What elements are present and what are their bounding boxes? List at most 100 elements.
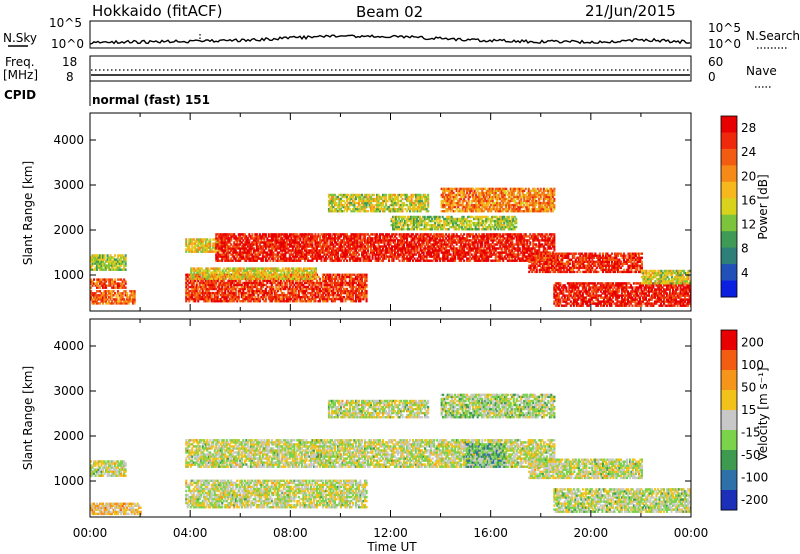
data-cell	[203, 285, 206, 289]
data-cell	[443, 241, 446, 244]
data-cell	[442, 233, 445, 236]
data-cell	[200, 285, 203, 289]
data-cell	[364, 293, 367, 297]
data-cell	[434, 253, 437, 256]
data-cell	[133, 290, 136, 293]
data-cell	[236, 243, 239, 246]
data-cell	[248, 233, 251, 236]
data-cell	[409, 235, 412, 238]
data-cell	[342, 249, 345, 252]
data-cell	[253, 271, 256, 274]
data-cell	[100, 258, 103, 261]
data-cell	[330, 251, 333, 254]
data-cell	[185, 285, 188, 289]
data-cell	[222, 281, 225, 285]
data-cell	[239, 287, 242, 291]
data-cell	[481, 237, 484, 240]
data-cell	[479, 235, 482, 238]
data-cell	[272, 259, 275, 262]
data-cell	[422, 237, 425, 240]
data-cell	[308, 249, 311, 252]
data-cell	[219, 259, 222, 262]
data-cell	[304, 277, 307, 280]
data-cell	[248, 257, 251, 260]
data-cell	[224, 281, 227, 285]
data-cell	[460, 243, 463, 246]
data-cell	[403, 237, 406, 240]
data-cell	[427, 245, 430, 248]
data-cell	[197, 248, 200, 251]
data-cell	[132, 296, 135, 299]
data-cell	[266, 241, 269, 244]
data-cell	[273, 293, 276, 297]
data-cell	[224, 293, 227, 297]
data-cell	[302, 233, 305, 236]
data-cell	[505, 257, 508, 260]
data-cell	[111, 278, 114, 281]
data-cell	[102, 300, 105, 303]
data-cell	[185, 295, 188, 299]
data-cell	[221, 295, 224, 299]
data-cell	[209, 246, 212, 249]
data-cell	[388, 235, 391, 238]
data-cell	[210, 295, 213, 299]
data-cell	[323, 243, 326, 246]
data-cell	[216, 239, 219, 242]
data-cell	[303, 279, 306, 283]
data-cell	[121, 256, 124, 259]
data-cell	[490, 237, 493, 240]
data-cell	[190, 271, 193, 274]
data-cell	[278, 297, 281, 301]
data-cell	[344, 237, 347, 240]
data-cell	[485, 257, 488, 260]
data-cell	[440, 233, 443, 236]
data-cell	[341, 239, 344, 242]
data-cell	[397, 239, 400, 242]
data-cell	[244, 275, 247, 278]
data-cell	[97, 266, 100, 269]
data-cell	[460, 241, 463, 244]
data-cell	[246, 241, 249, 244]
data-cell	[259, 271, 262, 274]
data-cell	[204, 281, 207, 285]
data-cell	[434, 235, 437, 238]
data-cell	[243, 251, 246, 254]
data-cell	[272, 287, 275, 291]
data-cell	[121, 286, 124, 289]
data-cell	[225, 283, 228, 287]
data-cell	[299, 297, 302, 301]
data-cell	[185, 281, 188, 285]
data-cell	[469, 243, 472, 246]
data-cell	[518, 257, 521, 260]
data-cell	[228, 247, 231, 250]
data-cell	[112, 258, 115, 261]
data-cell	[111, 256, 114, 259]
data-cell	[342, 243, 345, 246]
data-cell	[499, 259, 502, 262]
data-cell	[99, 290, 102, 293]
data-cell	[94, 292, 97, 295]
data-cell	[300, 241, 303, 244]
data-cell	[314, 297, 317, 301]
data-cell	[243, 257, 246, 260]
data-cell	[473, 239, 476, 242]
data-cell	[526, 239, 529, 242]
data-cell	[102, 258, 105, 261]
data-cell	[109, 256, 112, 259]
data-cell	[458, 245, 461, 248]
data-cell	[344, 287, 347, 291]
data-cell	[405, 223, 408, 227]
data-cell	[318, 245, 321, 248]
data-cell	[227, 273, 230, 276]
data-cell	[231, 247, 234, 250]
data-cell	[307, 271, 310, 274]
data-cell	[123, 280, 126, 283]
data-cell	[255, 237, 258, 240]
data-cell	[215, 297, 218, 301]
data-cell	[446, 251, 449, 254]
data-cell	[361, 279, 364, 283]
data-cell	[94, 294, 97, 297]
data-cell	[123, 258, 126, 261]
data-cell	[415, 243, 418, 246]
data-cell	[505, 239, 508, 242]
